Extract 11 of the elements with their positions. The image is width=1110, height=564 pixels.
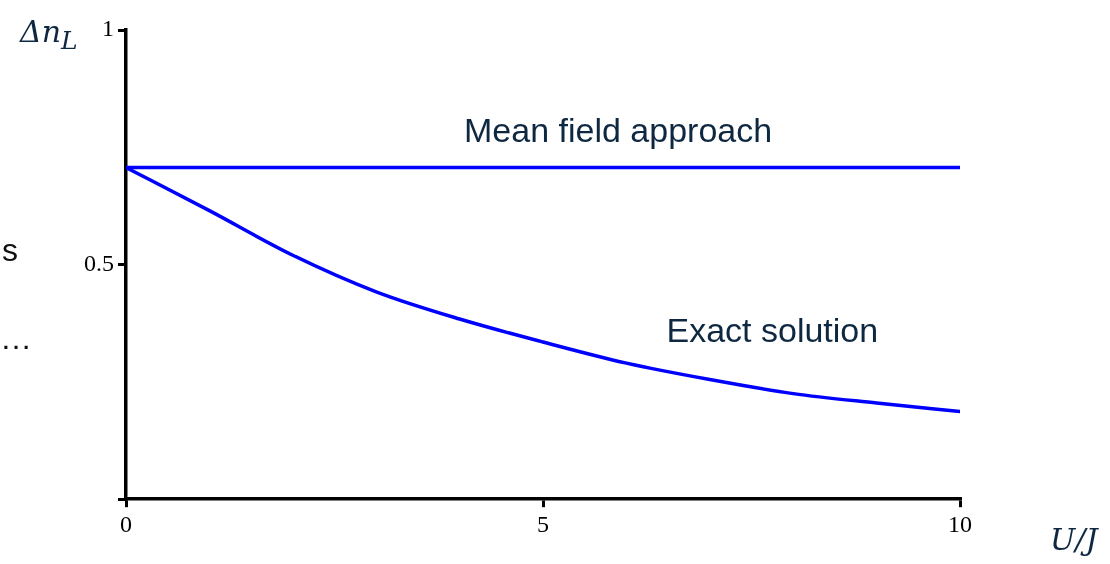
text: s (2, 232, 18, 269)
y-tick-label: 0.5 (84, 249, 114, 276)
y-tick-label: 1 (102, 15, 114, 42)
x-tick-label: 5 (537, 510, 549, 537)
series-label: Exact solution (666, 311, 879, 350)
text: … (0, 320, 32, 357)
y-axis-title: Δn$_{L}$ (20, 14, 78, 55)
series-label: Mean field approach (464, 110, 773, 149)
x-tick-label: 0 (120, 510, 132, 537)
x-axis-title: U/J (1050, 522, 1098, 557)
x-tick-label: 10 (948, 510, 972, 537)
